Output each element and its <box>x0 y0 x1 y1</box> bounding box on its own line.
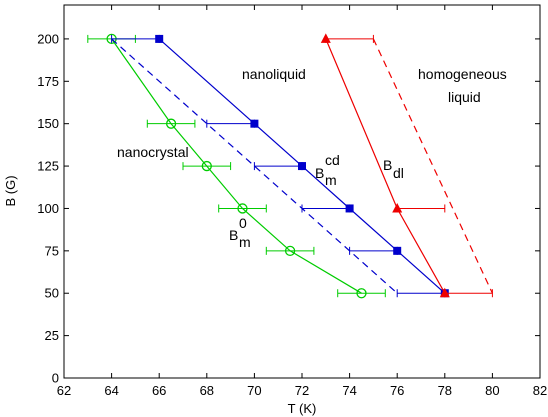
data-point-blue-cd <box>298 162 306 171</box>
data-point-blue-cd <box>393 246 402 255</box>
annotation-liquid: liquid <box>448 89 481 105</box>
b-dl-base: B <box>383 157 392 173</box>
x-tick-label: 82 <box>533 383 547 398</box>
label-b-m-cd: B m cd <box>315 152 340 188</box>
b-dl-sub: dl <box>393 165 404 181</box>
data-point-green <box>356 288 367 299</box>
series-blue-cd <box>111 34 449 298</box>
series-line-red-dashed <box>372 38 493 294</box>
x-tick-label: 62 <box>57 383 71 398</box>
x-tick-label: 66 <box>152 383 166 398</box>
b-m-cd-sup: cd <box>325 152 340 168</box>
y-tick-label: 100 <box>37 201 59 216</box>
b-m-0-sub: m <box>239 234 251 250</box>
data-point-blue-cd <box>250 119 259 128</box>
b-m-0-base: B <box>229 227 238 243</box>
label-b-dl: B dl <box>383 157 404 181</box>
data-point-red-dl <box>439 287 450 298</box>
series-line-blue-cd <box>158 38 446 294</box>
x-tick-label: 64 <box>104 383 118 398</box>
b-m-0-sup: 0 <box>239 215 247 231</box>
y-tick-label: 200 <box>37 31 59 46</box>
annotation-homogeneous: homogeneous <box>418 66 507 82</box>
error-bar-green <box>146 119 196 128</box>
error-bar-green <box>265 246 315 255</box>
series-red-dl <box>320 33 493 298</box>
error-bar-green <box>218 204 267 213</box>
x-tick-label: 68 <box>200 383 214 398</box>
b-m-cd-sub: m <box>325 172 337 188</box>
series-line-green <box>111 38 362 294</box>
plot-area <box>64 5 540 378</box>
series-green <box>87 33 386 299</box>
annotation-nanocrystal: nanocrystal <box>117 144 189 160</box>
y-tick-label: 150 <box>37 116 59 131</box>
y-tick-label: 75 <box>45 243 59 258</box>
y-tick-label: 50 <box>45 286 59 301</box>
error-bar-green <box>182 162 232 171</box>
data-point-blue-cd <box>155 34 164 43</box>
x-tick-label: 76 <box>390 383 404 398</box>
b-m-cd-base: B <box>315 165 324 181</box>
series-layer <box>87 33 493 299</box>
data-point-green <box>165 118 177 129</box>
data-point-blue-cd <box>345 204 354 213</box>
x-tick-label: 80 <box>485 383 499 398</box>
data-point-red-dl <box>392 202 403 213</box>
error-bar-green <box>337 289 386 298</box>
data-point-green <box>201 160 212 172</box>
x-tick-label: 74 <box>342 383 356 398</box>
y-tick-label: 175 <box>37 74 59 89</box>
x-tick-label: 70 <box>247 383 261 398</box>
y-tick-label: 0 <box>52 371 59 386</box>
axes-layer: 62 64 66 68 70 72 74 76 78 80 82 0 25 50 75 100 125 150 17… <box>37 4 547 398</box>
x-tick-label: 78 <box>438 383 452 398</box>
x-tick-label: 72 <box>295 383 309 398</box>
data-point-green <box>237 203 248 214</box>
data-point-green <box>284 245 296 256</box>
series-red-dashed <box>372 38 493 294</box>
data-point-red-dl <box>320 33 331 43</box>
y-tick-label: 25 <box>45 328 59 343</box>
y-axis-label: B (G) <box>3 175 18 206</box>
x-axis-label: T (K) <box>288 401 317 416</box>
annotation-nanoliquid: nanoliquid <box>242 66 306 82</box>
label-b-m-0: B m 0 <box>229 215 251 250</box>
y-tick-label: 125 <box>37 159 59 174</box>
